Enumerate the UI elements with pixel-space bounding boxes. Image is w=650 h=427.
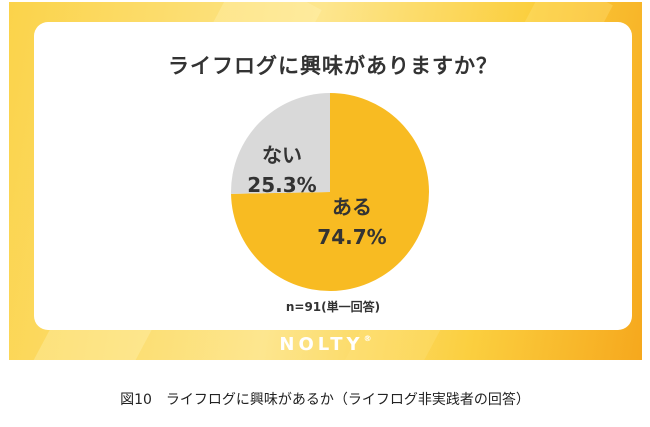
chart-card: ライフログに興味がありますか？ ある 74.7% ない 25.3% n=91(単一回答… bbox=[34, 22, 632, 330]
slice-value-label: 25.3% bbox=[247, 173, 316, 197]
sample-size-note: n=91(単一回答) bbox=[285, 300, 381, 314]
slice-label: ない bbox=[262, 143, 302, 167]
pie-slice-1 bbox=[231, 93, 330, 194]
pie-slice-0 bbox=[231, 93, 429, 291]
chart-title: ライフログに興味がありますか？ bbox=[168, 54, 498, 78]
slice-label: ある bbox=[332, 195, 372, 219]
brand-name: NOLTY bbox=[279, 334, 364, 355]
chart-frame: ライフログに興味がありますか？ ある 74.7% ない 25.3% n=91(単一回答… bbox=[9, 2, 642, 360]
slice-value-label: 74.7% bbox=[317, 225, 386, 249]
registered-mark: ® bbox=[363, 334, 372, 343]
brand-logo: NOLTY® bbox=[9, 334, 642, 355]
figure-caption: 図10 ライフログに興味があるか（ライフログ非実践者の回答） bbox=[120, 392, 530, 408]
pie-chart: ある 74.7% ない 25.3% bbox=[231, 93, 429, 291]
